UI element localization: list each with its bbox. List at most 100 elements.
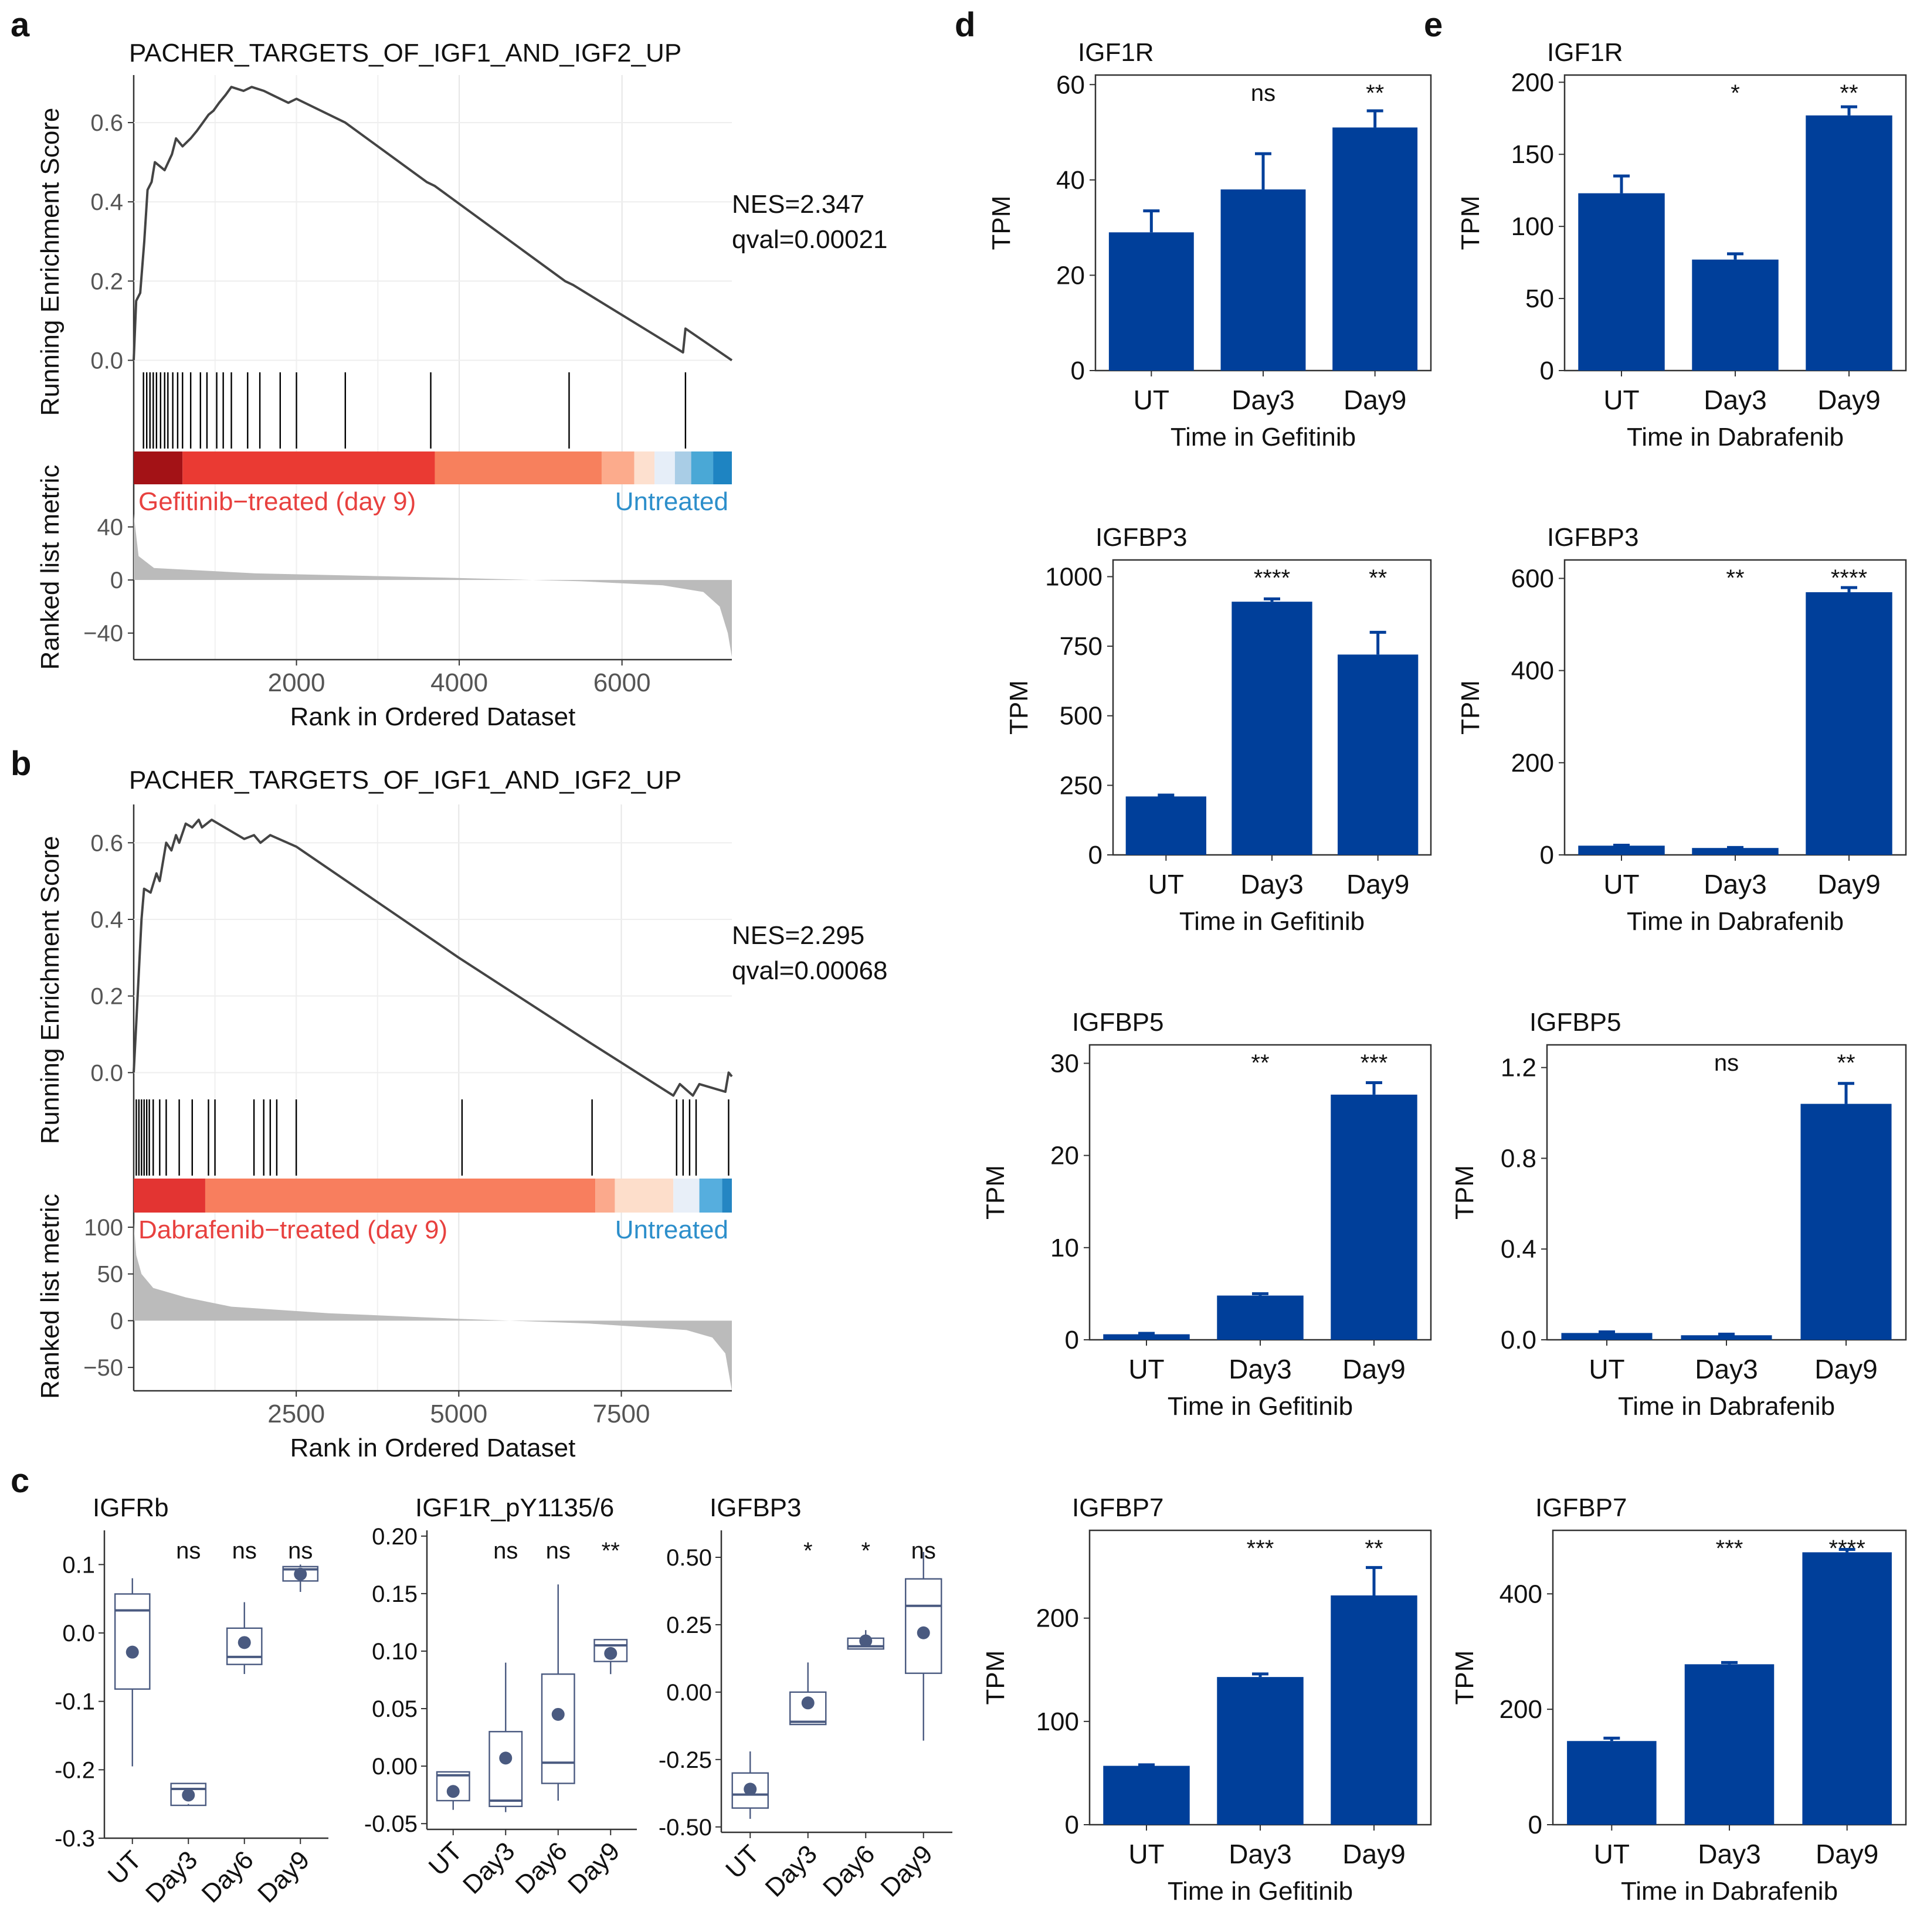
x-tick-label: UT (1128, 1354, 1164, 1384)
y-tick-label: -0.50 (659, 1815, 712, 1841)
y-tick-label: 0.8 (1501, 1144, 1536, 1173)
y-tick-label: 0 (1540, 356, 1554, 385)
bar (1800, 1103, 1892, 1340)
significance-label: ns (546, 1538, 571, 1564)
significance-label: *** (1247, 1536, 1274, 1561)
metric-tick-label: −50 (83, 1355, 123, 1381)
y-tick-label: 0 (1065, 1811, 1079, 1839)
y-axis-title-metric: Ranked list metric (36, 1194, 65, 1399)
y-tick-label: 500 (1060, 702, 1102, 731)
left-group-label: Dabrafenib−treated (day 9) (138, 1215, 447, 1244)
mean-point (294, 1567, 307, 1581)
significance-label: **** (1831, 565, 1867, 591)
x-tick-label: Day3 (1704, 869, 1766, 899)
x-tick-label: Day3 (457, 1836, 520, 1899)
y-tick-label: 60 (1056, 70, 1085, 99)
rank-band (674, 451, 691, 484)
barchart-title: IGFBP7 (1535, 1493, 1627, 1522)
mean-point (917, 1626, 930, 1639)
significance-label: * (861, 1538, 870, 1564)
bar (1331, 1094, 1417, 1340)
rank-band (435, 451, 602, 484)
metric-tick-label: 50 (97, 1262, 124, 1288)
bar (1802, 1552, 1892, 1825)
y-tick-label: 0.6 (90, 830, 123, 856)
y-tick-label: 30 (1050, 1049, 1079, 1078)
y-axis-title: TPM (987, 196, 1016, 250)
mean-point (744, 1782, 757, 1796)
x-tick-label: Day9 (1817, 869, 1880, 899)
significance-label: ** (1369, 565, 1387, 591)
boxplot-title: IGFRb (93, 1493, 169, 1522)
x-axis-title: Rank in Ordered Dataset (290, 702, 576, 731)
x-tick-label: Day9 (1346, 869, 1409, 899)
y-tick-label: 0 (1528, 1811, 1542, 1839)
rank-band (654, 451, 675, 484)
y-tick-label: 0.0 (90, 348, 123, 374)
mean-point (499, 1751, 513, 1765)
gsea-title: PACHER_TARGETS_OF_IGF1_AND_IGF2_UP (129, 39, 681, 67)
y-tick-label: -0.2 (55, 1757, 95, 1783)
y-tick-label: -0.1 (55, 1689, 95, 1715)
y-tick-label: 1000 (1045, 562, 1102, 591)
bar (1332, 127, 1418, 371)
x-tick-label: UT (103, 1845, 147, 1890)
y-tick-label: 400 (1511, 657, 1554, 685)
x-tick-label: UT (1128, 1839, 1164, 1869)
barchart-d2: IGFBP3 0 250 500 750 1000 UT Day3 **** Day9 ** Time… (1005, 523, 1432, 936)
barchart-e1: IGF1R 0 50 100 150 200 UT Day3 * Day9 ** Time in Da… (1456, 38, 1907, 451)
box (593, 1639, 628, 1662)
bar (1567, 1741, 1657, 1825)
significance-label: *** (1361, 1050, 1388, 1076)
rank-band (691, 451, 714, 484)
bar (1684, 1664, 1775, 1825)
metric-tick-label: 100 (84, 1215, 123, 1241)
barchart-title: IGFBP5 (1529, 1008, 1621, 1037)
significance-label: * (803, 1538, 813, 1564)
box (282, 1566, 319, 1582)
x-tick-label: Day9 (876, 1839, 938, 1902)
y-tick-label: 50 (1525, 284, 1554, 313)
significance-label: ns (232, 1538, 257, 1564)
x-tick-label: Day3 (1704, 385, 1766, 415)
x-tick-label: Day9 (1342, 1354, 1405, 1384)
y-tick-label: 0.50 (666, 1545, 712, 1571)
bar (1578, 193, 1665, 371)
y-tick-label: 0.1 (62, 1552, 95, 1578)
y-tick-label: 0.2 (90, 984, 123, 1010)
y-tick-label: 1.2 (1501, 1054, 1536, 1082)
panel-letter-a: a (11, 6, 30, 44)
bar (1806, 592, 1892, 855)
rank-band (722, 1179, 732, 1213)
gsea-panel-a: PACHER_TARGETS_OF_IGF1_AND_IGF2_UP 0.0 0.2… (36, 39, 887, 731)
rank-band (699, 1179, 722, 1213)
x-tick-label: Day3 (140, 1845, 203, 1908)
rank-band (134, 451, 183, 484)
barchart-title: IGF1R (1078, 38, 1154, 67)
significance-label: **** (1829, 1536, 1865, 1561)
rank-band (673, 1179, 700, 1213)
significance-label: ns (288, 1538, 313, 1564)
y-axis-title: Running Enrichment Score (36, 836, 65, 1145)
box (114, 1593, 151, 1690)
box (789, 1691, 827, 1726)
x-tick-label: 2000 (268, 668, 325, 697)
x-axis-title: Time in Dabrafenib (1618, 1392, 1835, 1421)
y-tick-label: 0.00 (666, 1680, 712, 1706)
y-axis-title: TPM (1456, 196, 1485, 250)
y-tick-label: 0.00 (372, 1754, 418, 1780)
panel-letter-c: c (11, 1462, 29, 1500)
gsea-panel-b: PACHER_TARGETS_OF_IGF1_AND_IGF2_UP 0.0 0.2… (36, 766, 887, 1462)
mean-point (859, 1634, 873, 1648)
rank-band (595, 1179, 615, 1213)
box (436, 1771, 470, 1802)
enrichment-curve (133, 86, 733, 362)
y-tick-label: 0.0 (1501, 1326, 1536, 1354)
panel-letter-d: d (955, 6, 975, 44)
nes-label: NES=2.347 (732, 190, 864, 219)
x-axis-title: Time in Gefitinib (1179, 907, 1365, 936)
bar (1561, 1333, 1653, 1340)
y-tick-label: 0.20 (372, 1524, 418, 1550)
